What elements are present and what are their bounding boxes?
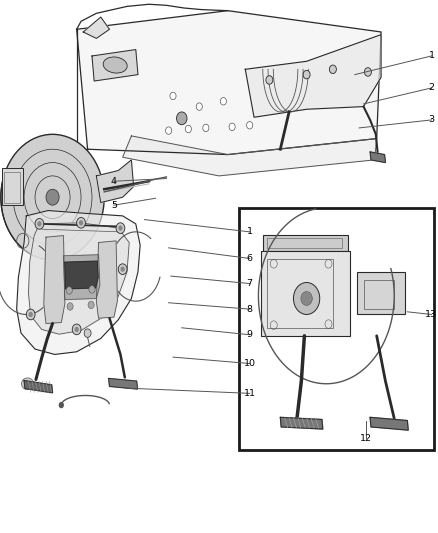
Circle shape bbox=[203, 124, 209, 132]
Text: 8: 8 bbox=[247, 305, 253, 313]
Text: 1: 1 bbox=[247, 228, 253, 236]
Circle shape bbox=[266, 76, 273, 84]
Circle shape bbox=[170, 92, 176, 100]
Circle shape bbox=[1, 134, 104, 260]
Circle shape bbox=[301, 292, 312, 305]
Polygon shape bbox=[109, 378, 138, 389]
Circle shape bbox=[177, 112, 187, 125]
Circle shape bbox=[74, 327, 79, 332]
Polygon shape bbox=[123, 136, 377, 176]
Bar bbox=[357, 272, 405, 314]
Circle shape bbox=[303, 70, 310, 79]
Bar bbox=[267, 238, 342, 248]
Polygon shape bbox=[96, 160, 134, 203]
Circle shape bbox=[26, 309, 35, 320]
Circle shape bbox=[66, 287, 72, 294]
Text: 2: 2 bbox=[428, 84, 434, 92]
Circle shape bbox=[120, 266, 125, 272]
Circle shape bbox=[118, 225, 123, 231]
Polygon shape bbox=[370, 417, 408, 430]
Polygon shape bbox=[28, 223, 129, 334]
Circle shape bbox=[220, 98, 226, 105]
Polygon shape bbox=[65, 261, 98, 289]
Circle shape bbox=[293, 282, 320, 314]
Circle shape bbox=[59, 402, 64, 408]
Text: 5: 5 bbox=[111, 201, 117, 209]
Polygon shape bbox=[44, 236, 65, 324]
Text: 12: 12 bbox=[360, 434, 372, 442]
Circle shape bbox=[185, 125, 191, 133]
Text: 7: 7 bbox=[247, 279, 253, 288]
Circle shape bbox=[84, 329, 91, 337]
Circle shape bbox=[28, 312, 33, 317]
Polygon shape bbox=[64, 255, 100, 300]
Circle shape bbox=[116, 223, 125, 233]
Bar bbox=[364, 280, 394, 309]
Circle shape bbox=[329, 65, 336, 74]
Text: 9: 9 bbox=[247, 330, 253, 339]
Polygon shape bbox=[17, 211, 140, 354]
Text: 13: 13 bbox=[425, 310, 438, 319]
Circle shape bbox=[77, 217, 85, 228]
Bar bbox=[4, 172, 20, 203]
Circle shape bbox=[118, 264, 127, 274]
Circle shape bbox=[88, 301, 94, 309]
Circle shape bbox=[79, 220, 83, 225]
Text: 11: 11 bbox=[244, 389, 256, 398]
Circle shape bbox=[72, 324, 81, 335]
Circle shape bbox=[229, 123, 235, 131]
Text: 4: 4 bbox=[111, 177, 117, 185]
Text: 3: 3 bbox=[428, 116, 434, 124]
Ellipse shape bbox=[103, 57, 127, 73]
Bar bbox=[2, 168, 23, 205]
Circle shape bbox=[46, 189, 59, 205]
Circle shape bbox=[89, 286, 95, 293]
Ellipse shape bbox=[21, 378, 34, 390]
Circle shape bbox=[35, 219, 44, 229]
Circle shape bbox=[247, 122, 253, 129]
Circle shape bbox=[364, 68, 371, 76]
Polygon shape bbox=[280, 417, 323, 429]
Text: 1: 1 bbox=[428, 52, 434, 60]
Polygon shape bbox=[83, 17, 110, 38]
Polygon shape bbox=[245, 35, 381, 117]
Circle shape bbox=[67, 303, 73, 310]
Polygon shape bbox=[77, 11, 381, 155]
Polygon shape bbox=[96, 241, 117, 318]
Circle shape bbox=[166, 127, 172, 134]
Text: 6: 6 bbox=[247, 254, 253, 263]
Bar bbox=[263, 235, 348, 251]
Circle shape bbox=[37, 221, 42, 227]
Polygon shape bbox=[92, 50, 138, 81]
Polygon shape bbox=[24, 381, 53, 393]
Circle shape bbox=[196, 103, 202, 110]
Text: 10: 10 bbox=[244, 359, 256, 368]
Bar bbox=[261, 251, 350, 336]
Bar bbox=[239, 208, 434, 450]
Bar bbox=[267, 259, 333, 328]
Polygon shape bbox=[370, 152, 385, 163]
